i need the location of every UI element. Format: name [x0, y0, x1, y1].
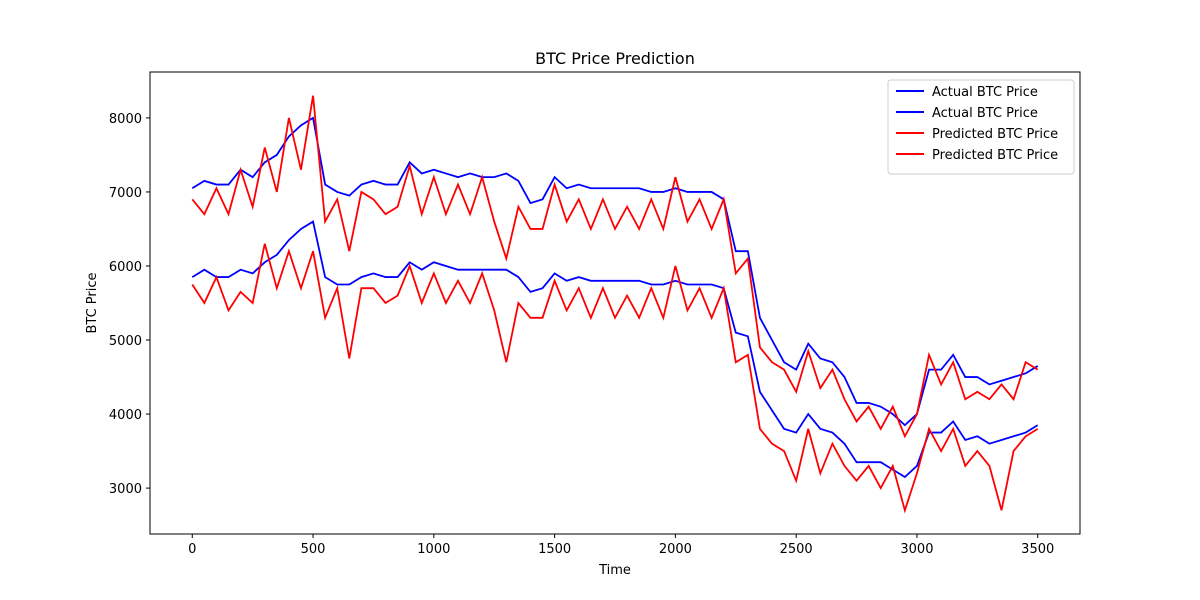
x-tick-label: 2500: [780, 542, 813, 557]
x-axis-label: Time: [598, 563, 631, 578]
y-axis-label: BTC Price: [85, 272, 100, 333]
legend-box: [887, 79, 1075, 175]
y-tick-label: 5000: [109, 334, 142, 349]
legend-label: Actual BTC Price: [932, 85, 1038, 100]
plot-frame: [149, 71, 1081, 535]
y-tick-label: 6000: [109, 260, 142, 275]
series-line: [191, 220, 1039, 479]
legend-label: Predicted BTC Price: [932, 127, 1058, 142]
plot-lines: [191, 95, 1039, 514]
series-line: [191, 95, 1039, 439]
x-tick-label: 2000: [659, 542, 692, 557]
y-tick-label: 8000: [109, 112, 142, 127]
legend-label: Predicted BTC Price: [932, 148, 1058, 163]
x-tick-label: 3500: [1021, 542, 1054, 557]
series-line: [191, 243, 1039, 514]
x-tick-label: 500: [301, 542, 326, 557]
x-tick-label: 1000: [417, 542, 450, 557]
y-tick-label: 3000: [109, 482, 142, 497]
x-tick-label: 1500: [538, 542, 571, 557]
chart-title: BTC Price Prediction: [535, 49, 695, 68]
y-tick-label: 4000: [109, 408, 142, 423]
x-tick-label: 3000: [900, 542, 933, 557]
legend-label: Actual BTC Price: [932, 106, 1038, 121]
x-tick-label: 0: [188, 542, 196, 557]
y-tick-label: 7000: [109, 186, 142, 201]
